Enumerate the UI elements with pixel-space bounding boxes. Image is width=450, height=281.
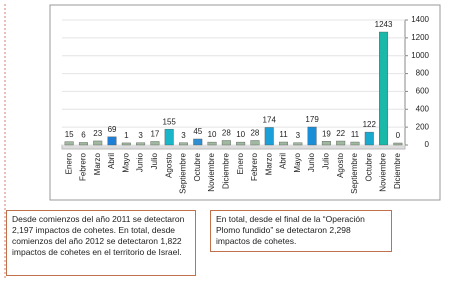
x-tick-label: Febrero: [250, 152, 259, 181]
bar: [193, 138, 203, 146]
x-tick-label: Enero: [236, 152, 245, 174]
y-tick-label: 1000: [411, 51, 429, 60]
floor: [61, 144, 406, 150]
note-right: En total, desde el final de la “Operació…: [210, 210, 392, 252]
x-tick-label: Octubre: [193, 152, 202, 181]
value-label: 15: [65, 130, 74, 139]
value-label: 69: [108, 125, 117, 134]
x-tick-label: Abril: [107, 153, 116, 169]
x-tick-label: Diciembre: [393, 152, 402, 189]
x-tick-label: Mayo: [293, 152, 302, 172]
bar: [236, 141, 246, 146]
bar: [379, 31, 389, 146]
bar: [93, 140, 103, 146]
x-tick-label: Julio: [150, 152, 159, 169]
value-label: 23: [93, 129, 102, 138]
value-label: 3: [181, 131, 186, 140]
bar: [364, 131, 374, 146]
value-label: 174: [263, 116, 277, 125]
bar: [264, 127, 274, 146]
note-left: Desde comienzos del año 2011 se detectar…: [6, 210, 196, 276]
x-tick-label: Marzo: [93, 152, 102, 175]
bar: [279, 141, 289, 146]
x-tick-label: Enero: [64, 152, 73, 174]
bar: [178, 142, 188, 146]
x-tick-label: Agosto: [336, 152, 345, 177]
value-label: 19: [322, 129, 331, 138]
bar: [136, 142, 146, 146]
bar: [78, 142, 88, 146]
value-label: 10: [208, 130, 217, 139]
bar: [164, 128, 174, 146]
x-tick-label: Diciembre: [221, 152, 230, 189]
y-tick-label: 600: [416, 87, 430, 96]
value-label: 3: [296, 131, 301, 140]
x-tick-label: Julio: [322, 152, 331, 169]
x-tick-label: Noviembre: [379, 152, 388, 191]
value-label: 17: [150, 130, 159, 139]
bar: [250, 140, 260, 146]
x-tick-label: Septiembre: [179, 152, 188, 193]
bar: [150, 141, 160, 146]
x-tick-label: Febrero: [79, 152, 88, 181]
x-tick-label: Mayo: [121, 152, 130, 172]
bar: [336, 140, 346, 146]
bar: [107, 136, 117, 146]
value-label: 6: [81, 131, 86, 140]
value-label: 22: [336, 129, 345, 138]
x-tick-label: Marzo: [264, 152, 273, 175]
value-label: 11: [351, 130, 360, 139]
y-tick-label: 1200: [411, 33, 429, 42]
value-label: 155: [163, 117, 177, 126]
value-label: 3: [138, 131, 143, 140]
y-tick-label: 1400: [411, 15, 429, 24]
x-tick-label: Junio: [307, 152, 316, 172]
bar: [64, 141, 74, 146]
x-tick-label: Abril: [279, 153, 288, 169]
value-label: 10: [236, 130, 245, 139]
x-tick-label: Junio: [136, 152, 145, 172]
bar: [393, 142, 403, 146]
value-label: 179: [305, 115, 319, 124]
y-tick-label: 200: [416, 122, 430, 131]
bar: [321, 141, 331, 146]
bar: [207, 141, 217, 146]
x-tick-label: Septiembre: [350, 152, 359, 193]
x-tick-label: Agosto: [164, 152, 173, 177]
bar: [293, 142, 303, 146]
y-tick-label: 400: [416, 104, 430, 113]
bar: [221, 140, 231, 146]
x-tick-label: Octubre: [364, 152, 373, 181]
bar: [350, 141, 360, 146]
value-label: 28: [222, 129, 231, 138]
value-label: 1243: [375, 20, 393, 29]
bar: [121, 142, 131, 146]
bar: [307, 126, 317, 146]
value-label: 28: [250, 129, 259, 138]
value-label: 122: [363, 120, 377, 129]
y-tick-label: 800: [416, 69, 430, 78]
value-label: 1: [124, 131, 129, 140]
x-tick-label: Noviembre: [207, 152, 216, 191]
y-tick-label: 0: [425, 140, 430, 149]
value-label: 11: [279, 130, 288, 139]
value-label: 45: [193, 127, 202, 136]
value-label: 0: [396, 131, 401, 140]
